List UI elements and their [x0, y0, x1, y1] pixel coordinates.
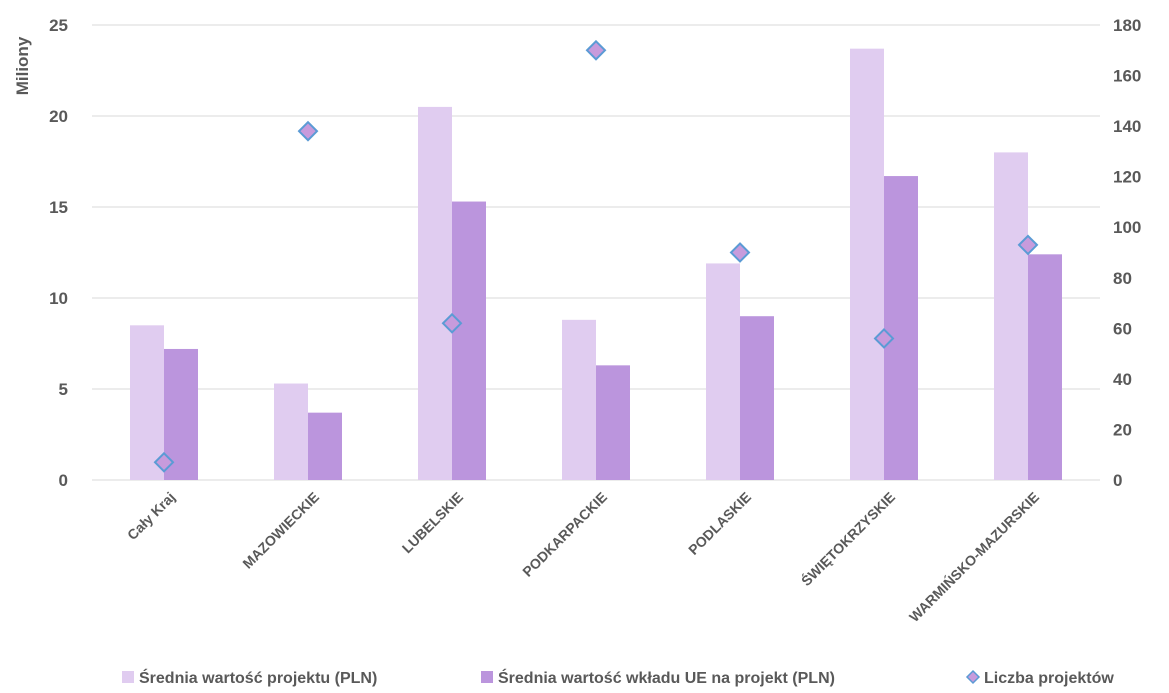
right-axis-tick-label: 0 [1113, 471, 1122, 490]
left-axis-tick-label: 20 [49, 107, 68, 126]
bar [130, 325, 164, 480]
left-axis-ticks: 0 5 10 15 20 25 [49, 16, 68, 490]
right-axis-tick-label: 20 [1113, 420, 1132, 439]
bar [850, 48, 884, 480]
bar [706, 263, 740, 480]
bar [994, 152, 1028, 480]
right-axis-tick-label: 140 [1113, 117, 1141, 136]
marker [297, 120, 319, 142]
category-label: MAZOWIECKIE [239, 489, 322, 572]
gridlines [92, 24, 1100, 481]
marker [873, 328, 895, 349]
marker [729, 242, 751, 263]
left-axis-tick-label: 10 [49, 289, 68, 308]
left-axis-tick-label: 5 [59, 380, 68, 399]
markers [153, 39, 1039, 473]
left-axis-tick-label: 25 [49, 16, 68, 35]
bar [1028, 254, 1062, 480]
bar [884, 176, 918, 480]
category-label: PODKARPACKIE [519, 489, 610, 580]
right-axis-tick-label: 180 [1113, 16, 1141, 35]
marker [153, 451, 175, 473]
category-label: WARMIŃSKO-MAZURSKIE [906, 489, 1042, 625]
right-axis-tick-label: 80 [1113, 269, 1132, 288]
right-axis-ticks: 0 20 40 60 80 100 120 140 160 180 [1113, 16, 1141, 490]
right-axis-tick-label: 120 [1113, 168, 1141, 187]
category-label: LUBELSKIE [399, 489, 466, 556]
legend-label: Średnia wartość wkładu UE na projekt (PL… [498, 668, 835, 687]
left-axis-tick-label: 0 [59, 471, 68, 490]
bar [274, 383, 308, 480]
legend-label: Liczba projektów [984, 670, 1114, 687]
bar [418, 106, 452, 481]
legend-label: Średnia wartość projektu (PLN) [139, 668, 377, 687]
category-label: PODLASKIE [685, 489, 754, 558]
bar [308, 412, 342, 480]
marker [585, 39, 607, 61]
legend-swatch [481, 671, 493, 683]
right-axis-tick-label: 60 [1113, 319, 1132, 338]
left-axis-tick-label: 15 [49, 198, 68, 217]
marker [1017, 234, 1039, 256]
category-label: ŚWIĘTOKRZYSKIE [797, 488, 898, 589]
right-axis-tick-label: 40 [1113, 370, 1132, 389]
category-labels: Cały Kraj MAZOWIECKIE LUBELSKIE PODKARPACKI… [124, 488, 1042, 625]
right-axis-tick-label: 160 [1113, 67, 1141, 86]
legend-swatch [122, 671, 134, 683]
bars [130, 48, 1062, 481]
legend: Średnia wartość projektu (PLN) Średnia wa… [122, 668, 1114, 687]
bar [596, 365, 630, 480]
bar [452, 201, 486, 481]
right-axis-tick-label: 100 [1113, 218, 1141, 237]
bar [562, 319, 596, 480]
bar [740, 316, 774, 480]
legend-marker [965, 669, 981, 685]
y-axis-title: Miliony [13, 36, 32, 95]
marker [441, 312, 463, 334]
category-label: Cały Kraj [124, 489, 178, 543]
